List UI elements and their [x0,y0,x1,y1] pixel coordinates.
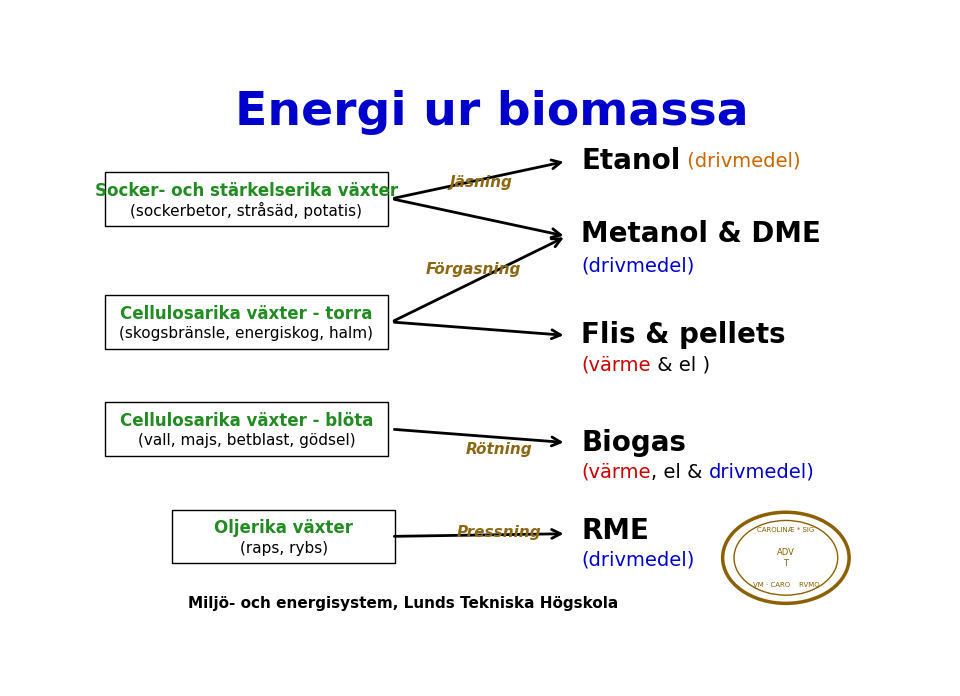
Text: (vall, majs, betblast, gödsel): (vall, majs, betblast, gödsel) [137,434,355,448]
Text: Oljerika växter: Oljerika växter [214,519,353,537]
Text: CAROLINÆ * SIG: CAROLINÆ * SIG [757,528,814,533]
Text: (drivmedel): (drivmedel) [581,256,695,275]
Text: ADV
T: ADV T [777,548,795,567]
FancyBboxPatch shape [106,402,388,456]
Text: Cellulosarika växter - blöta: Cellulosarika växter - blöta [120,412,373,430]
Text: Förgasning: Förgasning [425,262,521,277]
Text: RME: RME [581,517,649,545]
Text: (skogsbränsle, energiskog, halm): (skogsbränsle, energiskog, halm) [119,326,373,341]
Text: Rötning: Rötning [467,441,533,457]
FancyBboxPatch shape [172,509,396,563]
Text: (raps, rybs): (raps, rybs) [240,541,327,555]
FancyBboxPatch shape [106,172,388,226]
Text: Metanol & DME: Metanol & DME [581,219,821,248]
Text: Pressning: Pressning [457,525,541,539]
Text: (sockerbetor, stråsäd, potatis): (sockerbetor, stråsäd, potatis) [131,202,363,219]
Text: Cellulosarika växter - torra: Cellulosarika växter - torra [120,305,372,323]
Text: Energi ur biomassa: Energi ur biomassa [235,90,749,136]
Text: & el ): & el ) [651,356,709,374]
Text: (värme: (värme [581,463,651,482]
Text: Miljö- och energisystem, Lunds Tekniska Högskola: Miljö- och energisystem, Lunds Tekniska … [187,596,618,611]
Text: Jäsning: Jäsning [449,175,513,190]
Text: Flis & pellets: Flis & pellets [581,322,786,349]
Text: VM · CARO    RVMQ: VM · CARO RVMQ [753,582,819,588]
Text: drivmedel): drivmedel) [708,463,814,482]
Text: Socker- och stärkelserika växter: Socker- och stärkelserika växter [95,182,398,200]
Text: , el &: , el & [651,463,708,482]
Text: (drivmedel): (drivmedel) [581,551,695,570]
Text: (drivmedel): (drivmedel) [681,152,801,171]
Text: (värme: (värme [581,356,651,374]
Text: Etanol: Etanol [581,148,681,175]
Text: Biogas: Biogas [581,429,686,457]
FancyBboxPatch shape [106,295,388,349]
